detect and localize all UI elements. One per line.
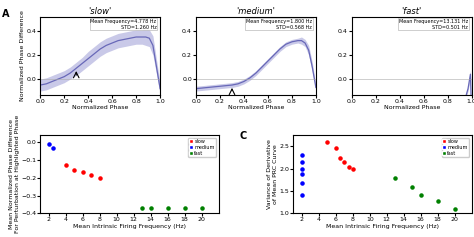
Point bbox=[298, 153, 306, 157]
Y-axis label: Mean Normalized Phase Difference
For Perturbation at Highlighted Phase: Mean Normalized Phase Difference For Per… bbox=[9, 115, 19, 233]
Point bbox=[298, 173, 306, 176]
Point bbox=[164, 206, 172, 210]
X-axis label: Mean Intrinsic Firing Frequency (Hz): Mean Intrinsic Firing Frequency (Hz) bbox=[73, 224, 186, 229]
X-axis label: Normalized Phase: Normalized Phase bbox=[228, 105, 284, 110]
Legend: slow, medium, fast: slow, medium, fast bbox=[442, 138, 469, 157]
Point bbox=[96, 176, 103, 180]
Point bbox=[451, 207, 458, 211]
Point bbox=[62, 164, 70, 167]
Text: Mean Frequency=4.778 Hz
STD=1.260 Hz: Mean Frequency=4.778 Hz STD=1.260 Hz bbox=[91, 19, 156, 30]
Point bbox=[345, 165, 352, 169]
Point bbox=[409, 185, 416, 188]
X-axis label: Normalized Phase: Normalized Phase bbox=[383, 105, 440, 110]
Point bbox=[417, 193, 425, 196]
Point bbox=[298, 193, 306, 196]
X-axis label: Normalized Phase: Normalized Phase bbox=[72, 105, 128, 110]
Y-axis label: Normalized Phase Difference: Normalized Phase Difference bbox=[20, 10, 25, 101]
Y-axis label: Variance of Derivative
of Mean PRC Curve: Variance of Derivative of Mean PRC Curve bbox=[267, 139, 278, 209]
Text: A: A bbox=[2, 9, 9, 19]
Point bbox=[349, 167, 356, 171]
Title: 'fast': 'fast' bbox=[401, 7, 422, 16]
Point bbox=[336, 156, 344, 160]
Legend: slow, medium, fast: slow, medium, fast bbox=[189, 138, 216, 157]
Title: 'medium': 'medium' bbox=[237, 7, 275, 16]
Point bbox=[49, 146, 57, 150]
Point bbox=[392, 176, 399, 179]
Point bbox=[138, 206, 146, 210]
Point bbox=[332, 146, 339, 150]
X-axis label: Mean Intrinsic Firing Frequency (Hz): Mean Intrinsic Firing Frequency (Hz) bbox=[326, 224, 439, 229]
Point bbox=[434, 199, 441, 203]
Point bbox=[87, 173, 95, 177]
Point bbox=[340, 160, 348, 164]
Point bbox=[181, 206, 188, 210]
Point bbox=[71, 168, 78, 172]
Point bbox=[147, 206, 155, 210]
Text: Mean Frequency=1.800 Hz
STD=0.568 Hz: Mean Frequency=1.800 Hz STD=0.568 Hz bbox=[246, 19, 312, 30]
Point bbox=[79, 170, 87, 173]
Point bbox=[298, 167, 306, 171]
Point bbox=[45, 142, 53, 146]
Point bbox=[324, 140, 331, 144]
Point bbox=[298, 182, 306, 185]
Point bbox=[298, 160, 306, 164]
Title: 'slow': 'slow' bbox=[89, 7, 112, 16]
Point bbox=[198, 206, 205, 210]
Text: C: C bbox=[240, 131, 247, 141]
Text: Mean Frequency=13.131 Hz
STD=0.501 Hz: Mean Frequency=13.131 Hz STD=0.501 Hz bbox=[399, 19, 468, 30]
